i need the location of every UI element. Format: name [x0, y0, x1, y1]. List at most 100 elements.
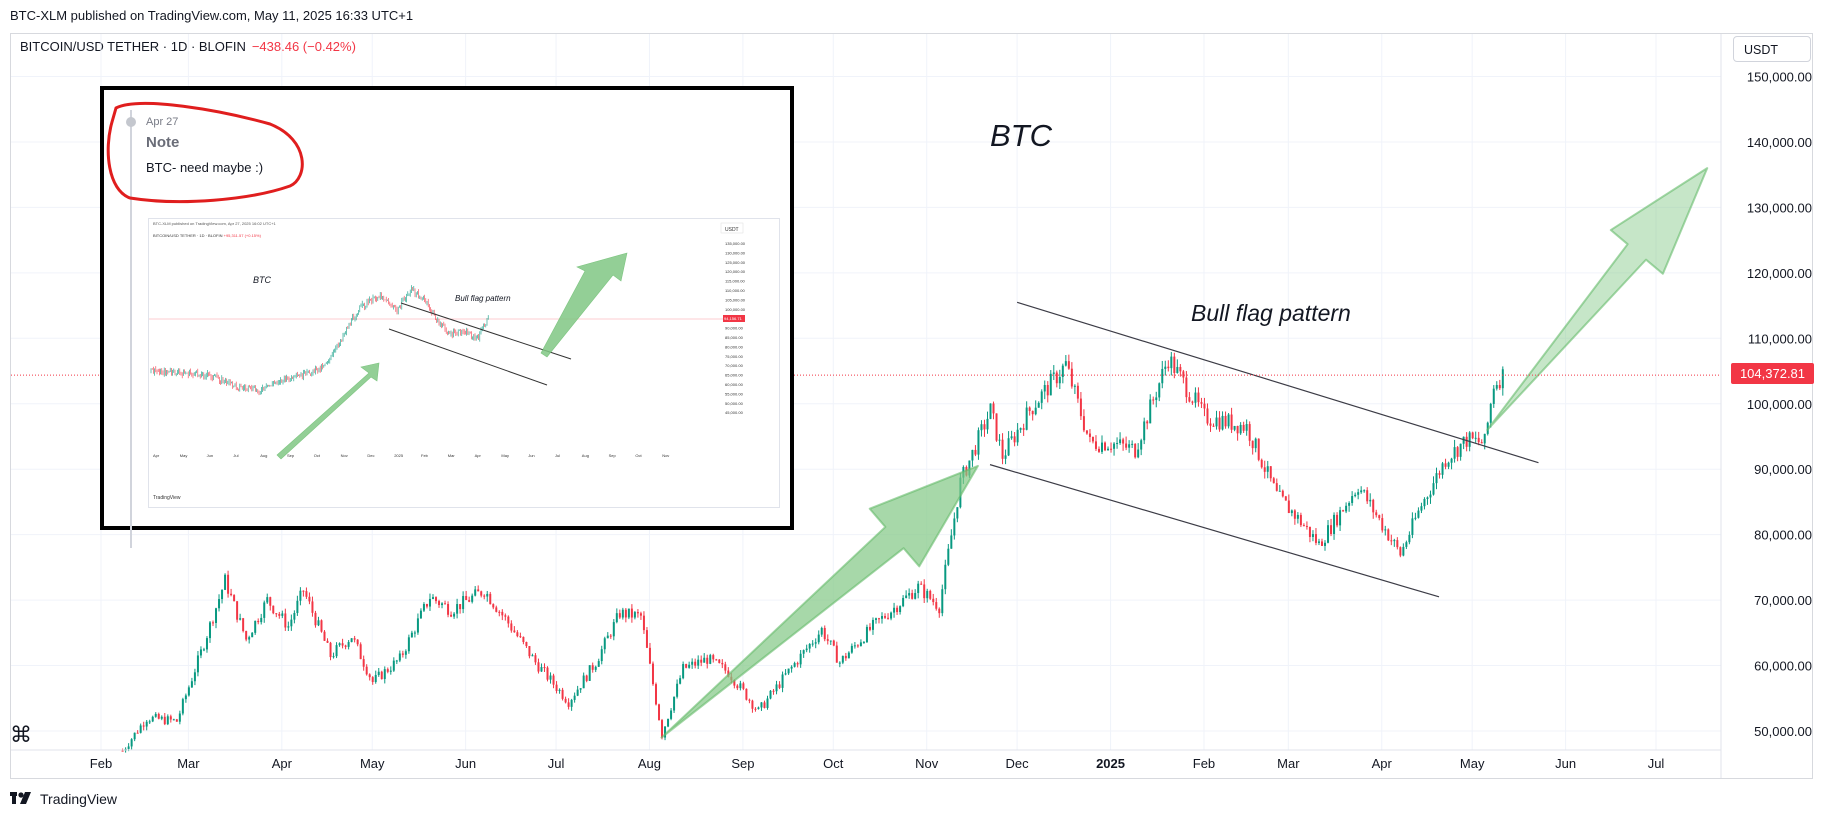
candle-body: [826, 639, 829, 641]
candle-body: [1101, 442, 1104, 452]
candle-body: [751, 700, 754, 709]
candle-body: [431, 597, 434, 599]
candle-body: [172, 719, 175, 721]
candle-body: [1342, 510, 1345, 512]
candle-body: [465, 596, 468, 601]
candle-body: [926, 590, 929, 599]
candle-body: [1435, 473, 1438, 484]
candle-body: [956, 507, 959, 519]
candle-body: [471, 595, 474, 602]
candle-body: [1155, 397, 1158, 400]
candle-body: [820, 627, 823, 635]
candle-body: [1236, 425, 1239, 434]
candle-body: [874, 618, 877, 620]
candle-body: [1070, 368, 1073, 387]
crosshair-icon[interactable]: ⌘: [10, 722, 32, 747]
candle-body: [1037, 402, 1040, 408]
candle-body: [480, 591, 483, 596]
candle-body: [582, 675, 585, 689]
candle-body: [682, 664, 685, 679]
candle-body: [233, 595, 236, 602]
candle-body: [772, 690, 775, 692]
projection-arrow[interactable]: [660, 464, 979, 739]
x-tick-label: Mar: [177, 756, 200, 771]
candle-body: [673, 696, 676, 711]
candle-body: [971, 449, 974, 461]
x-tick-label: Jul: [1648, 756, 1665, 771]
candle-body: [868, 626, 871, 630]
candle-body: [736, 685, 739, 689]
candle-body: [1317, 541, 1320, 543]
candle-body: [1128, 444, 1131, 448]
candle-body: [453, 613, 456, 617]
symbol-header[interactable]: BITCOIN/USD TETHER · 1D · BLOFIN −438.46 …: [20, 39, 356, 54]
flag-lower-trendline[interactable]: [989, 464, 1440, 598]
candle-body: [1094, 441, 1097, 449]
inset-x-tick: Jun: [528, 453, 534, 458]
candle-body: [618, 613, 621, 618]
candle-body: [1034, 407, 1037, 415]
flag-upper-trendline[interactable]: [1016, 301, 1539, 464]
candle-body: [166, 716, 169, 725]
candle-body: [745, 688, 748, 700]
candle-body: [148, 721, 151, 723]
candle-body: [519, 636, 522, 638]
candle-body: [329, 642, 332, 658]
candle-body: [1441, 463, 1444, 475]
candle-body: [1206, 408, 1209, 424]
candle-body: [178, 713, 181, 722]
inset-flag-lower: [388, 328, 548, 386]
candle-body: [1149, 399, 1152, 424]
candle-body: [1185, 377, 1188, 398]
candle-body: [832, 640, 835, 646]
inset-arrow-left: [276, 362, 380, 460]
candle-body: [356, 639, 359, 645]
candle-body: [859, 642, 862, 646]
candle-body: [1110, 448, 1113, 450]
candle-body: [1119, 439, 1122, 444]
candle-body: [284, 613, 287, 628]
candle-body: [627, 608, 630, 618]
candle-body: [871, 619, 874, 630]
candle-body: [1251, 440, 1254, 449]
candle-body: [1164, 366, 1167, 369]
candle-body: [600, 649, 603, 662]
candle-body: [564, 698, 567, 703]
candle-body: [654, 684, 657, 705]
candle-body: [486, 593, 489, 597]
candle-body: [1242, 424, 1245, 431]
candle-body: [932, 598, 935, 603]
x-tick-label: 2025: [1096, 756, 1125, 771]
candle-body: [413, 632, 416, 634]
inset-x-tick: Sep: [287, 453, 295, 458]
candle-body: [1085, 430, 1088, 434]
tradingview-brand[interactable]: TradingView: [10, 791, 117, 807]
candle-body: [1414, 517, 1417, 519]
candle-body: [202, 649, 205, 651]
candle-body: [263, 602, 266, 618]
candle-body: [1305, 525, 1308, 527]
candle-body: [199, 649, 202, 656]
inset-x-tick: May: [501, 453, 509, 458]
candle-body: [691, 661, 694, 665]
candle-body: [1161, 368, 1164, 384]
candle-body: [1471, 432, 1474, 439]
candle-body: [688, 664, 691, 668]
candle-body: [558, 689, 561, 691]
candle-body: [1191, 401, 1194, 403]
x-tick-label: Sep: [731, 756, 754, 771]
candle-body: [380, 671, 383, 680]
candle-body: [1375, 512, 1378, 516]
candle-body: [377, 671, 380, 675]
candle-body: [1013, 436, 1016, 443]
candle-body: [492, 604, 495, 608]
y-tick-label: 100,000.00: [1747, 397, 1812, 412]
candle-body: [1173, 356, 1176, 373]
candle-body: [769, 690, 772, 699]
projection-arrow[interactable]: [1486, 167, 1709, 431]
candle-body: [224, 574, 227, 590]
currency-button[interactable]: USDT: [1733, 36, 1811, 62]
candle-body: [278, 613, 281, 616]
candle-body: [811, 643, 814, 645]
